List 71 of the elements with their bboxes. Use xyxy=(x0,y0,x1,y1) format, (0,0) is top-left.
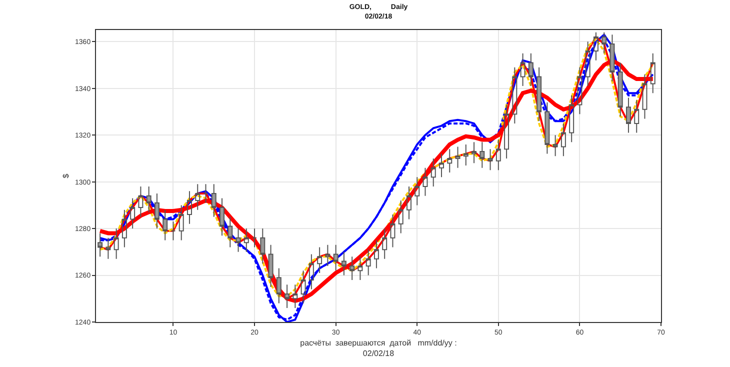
candlestick xyxy=(244,228,249,252)
candlestick xyxy=(260,228,266,264)
y-axis-title: $ xyxy=(62,173,71,178)
candlestick xyxy=(187,190,192,224)
candlestick xyxy=(577,66,582,115)
candlestick xyxy=(480,142,485,168)
candlestick xyxy=(650,52,656,94)
candlestick xyxy=(504,104,510,159)
candlestick xyxy=(520,52,526,87)
candlestick xyxy=(626,97,631,134)
candlestick xyxy=(398,200,404,234)
candlestick xyxy=(634,100,640,134)
candlestick xyxy=(317,246,322,274)
candlestick xyxy=(268,244,274,288)
candlestick xyxy=(593,32,598,61)
candlestick xyxy=(390,214,396,248)
candlestick xyxy=(333,244,338,272)
candlestick xyxy=(178,204,184,241)
candlestick xyxy=(447,148,452,173)
candlestick xyxy=(560,122,566,157)
candlestick xyxy=(170,221,176,241)
candlestick xyxy=(585,41,590,87)
candlestick xyxy=(414,176,420,206)
candlestick xyxy=(252,228,258,248)
candlestick xyxy=(341,251,346,276)
candlestick xyxy=(488,148,493,171)
candlestick xyxy=(569,94,574,143)
candlestick xyxy=(366,249,371,276)
candlestick xyxy=(98,232,103,258)
candlestick xyxy=(154,193,160,230)
candlestick xyxy=(220,198,224,236)
candlestick xyxy=(602,32,607,54)
candlestick xyxy=(463,144,468,166)
candlestick xyxy=(406,186,412,220)
candlestick xyxy=(496,139,501,171)
candlestick xyxy=(130,198,136,230)
candlestick xyxy=(325,244,330,266)
candlestick xyxy=(610,34,615,82)
candlestick xyxy=(618,62,623,117)
candlestick xyxy=(162,209,168,241)
candlestick xyxy=(138,186,144,218)
candlestick xyxy=(439,153,444,178)
candlestick xyxy=(358,256,363,280)
candlestick xyxy=(455,146,460,168)
candlestick xyxy=(536,66,542,122)
x-axis-title: расчёты завершаются датой mm/dd/yy : 02/02/18 xyxy=(300,338,457,358)
candlestick xyxy=(292,284,298,308)
candlestick xyxy=(203,184,208,204)
candlestick xyxy=(512,66,518,124)
candlestick xyxy=(472,142,477,164)
candlestick xyxy=(552,134,558,157)
candlestick xyxy=(382,228,388,260)
candlestick xyxy=(114,228,119,260)
candlestick xyxy=(300,270,306,304)
candlestick xyxy=(544,102,550,154)
candlestick xyxy=(106,237,111,260)
candlestick xyxy=(430,158,436,188)
candlestick xyxy=(146,186,152,213)
candlestick xyxy=(228,216,233,248)
candlestick xyxy=(422,167,428,196)
candlestick xyxy=(195,184,200,210)
candlestick xyxy=(350,256,355,280)
candlestick xyxy=(122,209,127,248)
candlestick xyxy=(211,184,216,218)
candlestick xyxy=(284,284,290,308)
candlestick xyxy=(236,228,241,252)
candlestick xyxy=(528,52,534,87)
candlestick xyxy=(374,240,379,269)
candlestick xyxy=(308,254,314,290)
candlestick xyxy=(276,268,282,304)
candlestick xyxy=(642,74,648,120)
